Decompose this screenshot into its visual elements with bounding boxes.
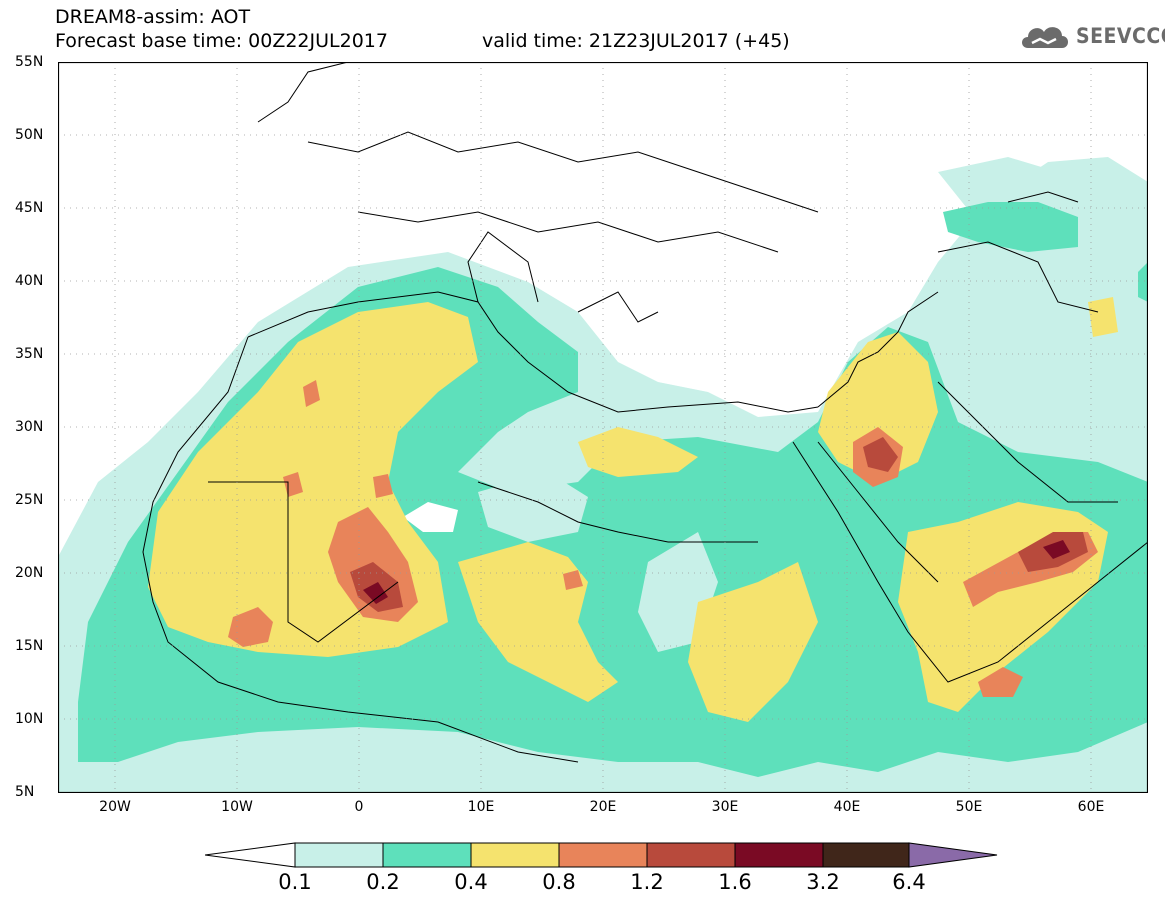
colorbar-swatch <box>822 842 910 868</box>
colorbar-label: 1.2 <box>630 870 664 894</box>
lat-label: 15N <box>15 638 44 654</box>
colorbar-label: 6.4 <box>892 870 926 894</box>
colorbar-label: 0.8 <box>542 870 576 894</box>
colorbar-label: 0.1 <box>278 870 312 894</box>
colorbar-label: 0.4 <box>454 870 488 894</box>
colorbar-swatch <box>734 842 824 868</box>
lon-label: 60E <box>1077 799 1105 815</box>
lon-label: 40E <box>833 799 861 815</box>
lon-label: 10W <box>221 799 253 815</box>
colorbar-swatch <box>470 842 560 868</box>
title-line-1: DREAM8-assim: AOT <box>55 6 251 28</box>
lat-label: 30N <box>15 419 44 435</box>
lon-label: 0 <box>354 799 364 815</box>
colorbar-arrow-high <box>908 842 998 868</box>
lat-label: 35N <box>15 346 44 362</box>
colorbar-label: 0.2 <box>366 870 400 894</box>
cloud-icon <box>1022 27 1068 48</box>
lon-label: 10E <box>467 799 495 815</box>
colorbar-label: 1.6 <box>718 870 752 894</box>
colorbar <box>205 842 998 868</box>
lat-label: 25N <box>15 492 44 508</box>
colorbar-swatch <box>382 842 472 868</box>
valid-time: valid time: 21Z23JUL2017 (+45) <box>482 30 790 52</box>
lat-label: 40N <box>15 273 44 289</box>
aot-hole-clear <box>403 502 458 532</box>
colorbar-swatch <box>294 842 384 868</box>
lat-label: 45N <box>15 200 44 216</box>
lat-label: 5N <box>15 784 35 800</box>
lat-label: 20N <box>15 565 44 581</box>
aot-map <box>58 62 1148 793</box>
title-line-2: Forecast base time: 00Z22JUL2017 <box>55 30 388 52</box>
coastlines <box>142 62 1148 763</box>
lat-label: 10N <box>15 711 44 727</box>
lon-label: 30E <box>711 799 739 815</box>
colorbar-arrow-low <box>205 842 296 868</box>
lon-label: 20W <box>99 799 131 815</box>
colorbar-label: 3.2 <box>806 870 840 894</box>
logo-text: SEEVCCC <box>1076 24 1165 48</box>
lon-label: 20E <box>589 799 617 815</box>
colorbar-swatch <box>646 842 736 868</box>
lon-label: 50E <box>955 799 983 815</box>
lat-label: 55N <box>15 54 44 70</box>
lat-label: 50N <box>15 127 44 143</box>
colorbar-swatch <box>558 842 648 868</box>
aot-band-1.6 <box>363 540 1070 604</box>
